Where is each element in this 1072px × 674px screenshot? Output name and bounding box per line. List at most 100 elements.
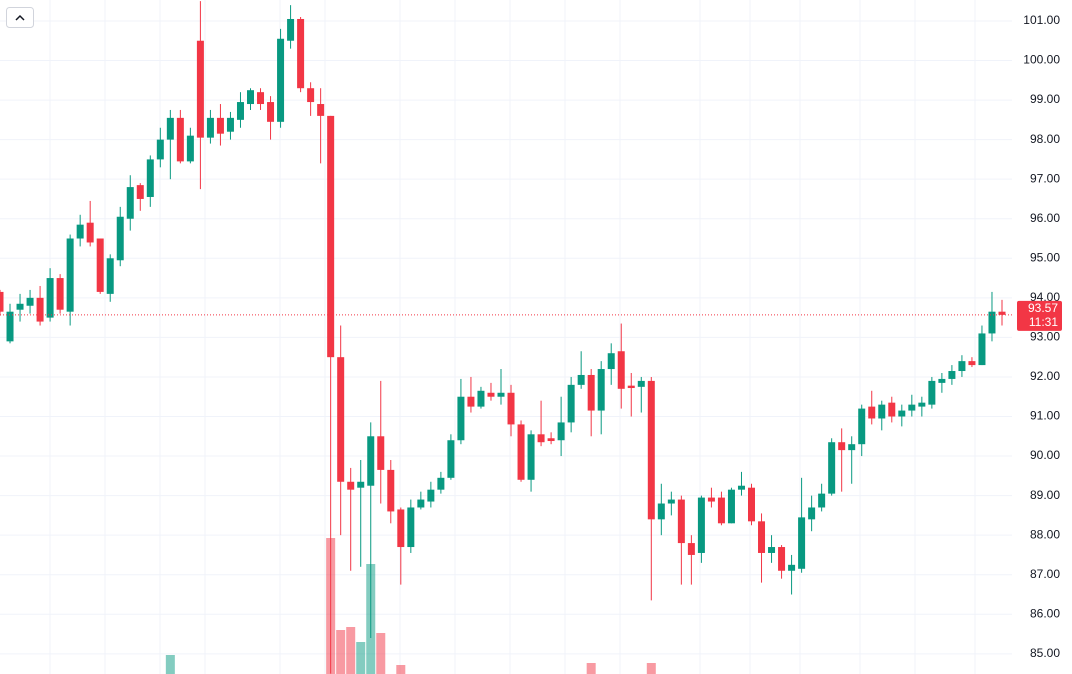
volume-bar bbox=[336, 630, 346, 674]
candle-body bbox=[948, 371, 956, 379]
y-tick-label: 88.00 bbox=[1030, 527, 1060, 541]
candle-body bbox=[146, 159, 154, 197]
candle-body bbox=[707, 497, 715, 502]
candle-body bbox=[267, 102, 275, 122]
candle-body bbox=[667, 499, 675, 504]
candle-body bbox=[287, 18, 295, 41]
volume-bar bbox=[165, 655, 175, 674]
y-tick-label: 86.00 bbox=[1030, 606, 1060, 620]
y-tick-label: 89.00 bbox=[1030, 488, 1060, 502]
candle-body bbox=[637, 380, 645, 387]
candle-body bbox=[537, 434, 545, 443]
candle-body bbox=[156, 139, 164, 160]
candle-body bbox=[557, 422, 565, 441]
candle-body bbox=[798, 517, 806, 569]
candle-body bbox=[858, 408, 866, 445]
candle-body bbox=[447, 440, 455, 478]
candle-body bbox=[998, 311, 1006, 315]
candle-body bbox=[226, 117, 234, 132]
y-tick-label: 101.00 bbox=[1023, 13, 1060, 27]
button-frame[interactable] bbox=[6, 7, 34, 28]
candle-body bbox=[96, 238, 104, 292]
candle-body bbox=[427, 489, 435, 502]
candle-body bbox=[367, 436, 375, 486]
candle-body bbox=[126, 187, 134, 219]
candle-body bbox=[577, 374, 585, 385]
candle-body bbox=[988, 311, 996, 334]
axis-layer: 85.00 86.00 87.00 88.00 89.00 90.00 91.00 92.00… bbox=[0, 13, 1062, 660]
y-tick-label: 97.00 bbox=[1030, 171, 1060, 185]
candle-body bbox=[437, 477, 445, 490]
candle-body bbox=[778, 547, 786, 571]
y-tick-label: 99.00 bbox=[1030, 92, 1060, 106]
volume-bar bbox=[376, 633, 386, 674]
candle-body bbox=[647, 380, 655, 520]
countdown-label: 11:31 bbox=[1029, 315, 1058, 329]
candle-body bbox=[517, 424, 525, 480]
candle-body bbox=[357, 481, 365, 488]
chevron-up-icon[interactable] bbox=[15, 14, 25, 21]
candle-body bbox=[898, 410, 906, 417]
candle-body bbox=[206, 117, 214, 138]
candle-body bbox=[16, 303, 24, 310]
candle-body bbox=[868, 406, 876, 419]
candle-body bbox=[6, 311, 14, 342]
candle-body bbox=[497, 392, 505, 397]
collapse-button[interactable] bbox=[6, 7, 34, 28]
candle-body bbox=[297, 18, 305, 89]
y-tick-label: 93.00 bbox=[1030, 330, 1060, 344]
candle-body bbox=[567, 384, 575, 423]
candle-body bbox=[186, 135, 194, 162]
candle-body bbox=[487, 392, 495, 397]
y-tick-label: 92.00 bbox=[1030, 369, 1060, 383]
candle-body bbox=[106, 258, 114, 294]
candle-body bbox=[417, 499, 425, 508]
y-tick-label: 98.00 bbox=[1030, 132, 1060, 146]
candle-body bbox=[677, 499, 685, 544]
volume-bar bbox=[346, 627, 356, 674]
candle-body bbox=[527, 434, 535, 480]
candle-body bbox=[727, 489, 735, 524]
candle-body bbox=[938, 378, 946, 383]
candle-body bbox=[397, 509, 405, 548]
y-tick-label: 90.00 bbox=[1030, 448, 1060, 462]
candle-body bbox=[848, 444, 856, 451]
candle-body bbox=[307, 88, 315, 103]
candle-body bbox=[66, 238, 74, 312]
candle-body bbox=[196, 40, 204, 138]
candle-body bbox=[257, 92, 265, 105]
candle-body bbox=[657, 503, 665, 520]
candle-body bbox=[26, 297, 34, 306]
candle-body bbox=[216, 117, 224, 134]
volume-bar bbox=[586, 663, 596, 674]
candle-body bbox=[978, 333, 986, 366]
candle-body bbox=[317, 104, 325, 116]
candle-body bbox=[56, 278, 64, 310]
candle-body bbox=[888, 402, 896, 417]
y-tick-label: 91.00 bbox=[1030, 409, 1060, 423]
candle-body bbox=[337, 357, 345, 482]
candle-body bbox=[277, 38, 285, 122]
y-tick-label: 96.00 bbox=[1030, 211, 1060, 225]
candle-body bbox=[818, 493, 826, 508]
candle-body bbox=[547, 438, 555, 442]
candle-body bbox=[46, 278, 54, 318]
candle-body bbox=[918, 402, 926, 407]
y-tick-label: 94.00 bbox=[1030, 290, 1060, 304]
candle-body bbox=[788, 564, 796, 571]
y-tick-label: 100.00 bbox=[1023, 53, 1060, 67]
volume-bar bbox=[356, 642, 366, 674]
last-price-label: 93.57 bbox=[1028, 301, 1058, 315]
candle-body bbox=[878, 404, 886, 419]
candle-body bbox=[76, 224, 84, 239]
candle-body bbox=[387, 469, 395, 512]
price-tag bbox=[1017, 300, 1062, 331]
candle-body bbox=[467, 396, 475, 407]
candle-body bbox=[507, 392, 515, 425]
candle-body bbox=[617, 351, 625, 389]
candle-body bbox=[687, 543, 695, 555]
y-tick-label: 87.00 bbox=[1030, 567, 1060, 581]
candle-body bbox=[116, 216, 124, 261]
candle-body bbox=[908, 404, 916, 411]
